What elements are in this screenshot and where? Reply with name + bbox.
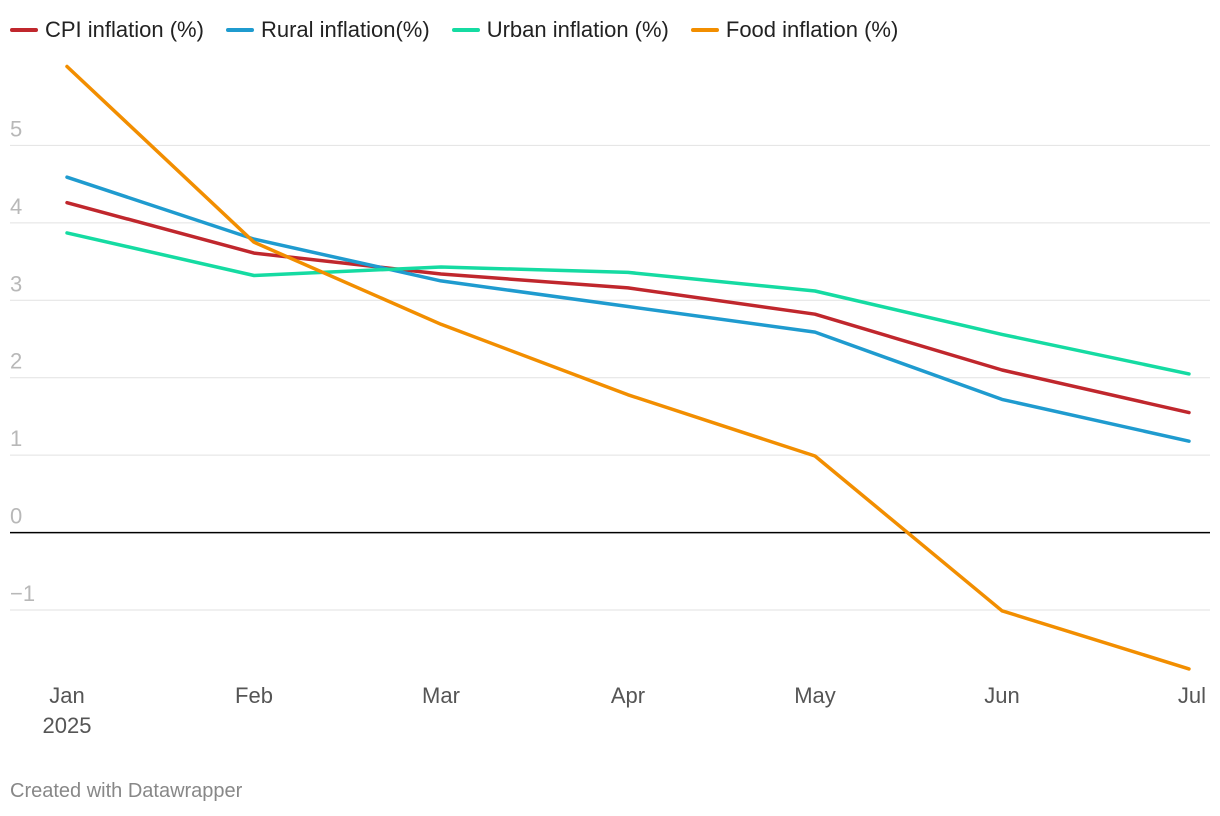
legend-label-food: Food inflation (%) xyxy=(725,17,899,42)
series-line-rural xyxy=(65,175,1191,443)
legend-swatch-food xyxy=(690,28,719,32)
legend-label-cpi: CPI inflation (%) xyxy=(45,17,204,42)
x-tick-label-jan: Jan xyxy=(49,683,84,708)
line-chart: −1 0 1 2 3 4 5 Jan Feb Mar Apr May Jun Jul 2025 xyxy=(10,64,1210,738)
y-tick-label-2: 1 xyxy=(10,426,22,451)
series-line-cpi xyxy=(65,200,1191,415)
legend-swatch-cpi xyxy=(10,28,38,32)
x-tick-label-feb: Feb xyxy=(235,683,273,708)
x-tick-label-jun: Jun xyxy=(984,683,1019,708)
y-tick-label-0: −1 xyxy=(10,581,35,606)
footer-credit: Created with Datawrapper xyxy=(10,780,243,802)
y-tick-label-3: 2 xyxy=(10,349,22,374)
x-tick-sublabel-year: 2025 xyxy=(43,713,92,738)
legend-item-urban: Urban inflation (%) xyxy=(451,17,669,43)
legend-item-rural: Rural inflation(%) xyxy=(225,17,430,43)
y-tick-label-1: 0 xyxy=(10,504,22,529)
y-tick-label-5: 4 xyxy=(10,194,22,219)
x-tick-label-mar: Mar xyxy=(422,683,460,708)
y-tick-label-6: 5 xyxy=(10,116,22,141)
y-tick-label-4: 3 xyxy=(10,271,22,296)
x-tick-label-jul: Jul xyxy=(1178,683,1206,708)
legend-label-urban: Urban inflation (%) xyxy=(486,17,669,42)
x-tick-label-may: May xyxy=(794,683,836,708)
legend-label-rural: Rural inflation(%) xyxy=(260,17,430,42)
series-line-urban xyxy=(65,231,1191,376)
legend-item-food: Food inflation (%) xyxy=(690,17,899,43)
chart-legend: CPI inflation (%) Rural inflation(%) Urb… xyxy=(10,14,920,46)
legend-swatch-urban xyxy=(451,28,480,32)
x-tick-label-apr: Apr xyxy=(611,683,645,708)
legend-item-cpi: CPI inflation (%) xyxy=(10,17,204,43)
legend-swatch-rural xyxy=(225,28,254,32)
series-line-food xyxy=(65,64,1191,671)
